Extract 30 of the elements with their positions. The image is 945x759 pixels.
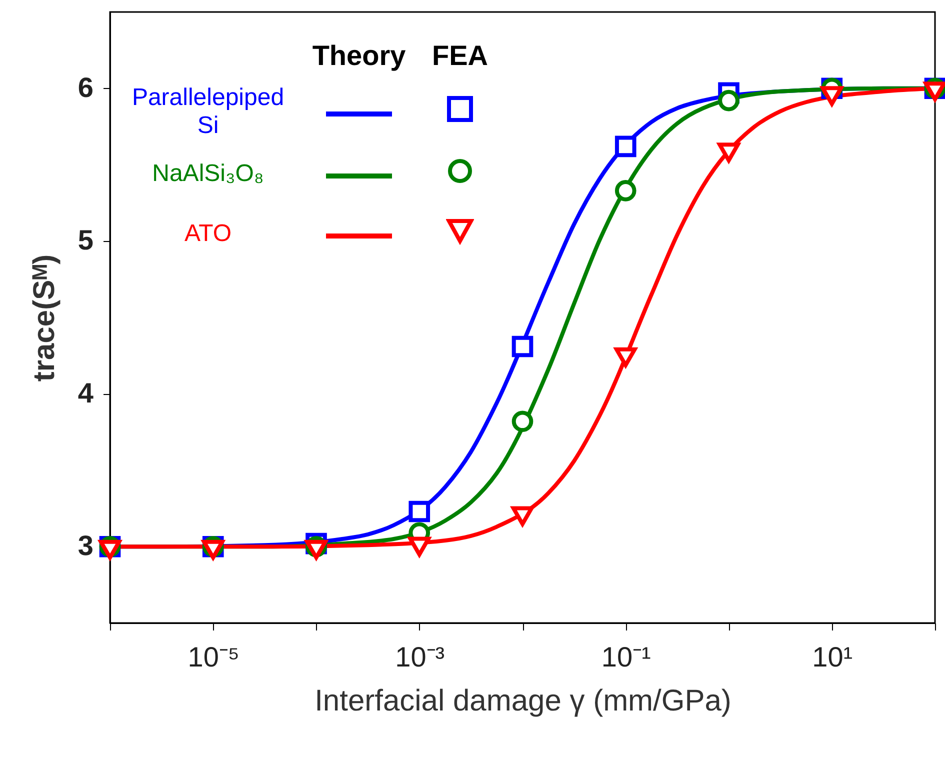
point [614, 347, 637, 368]
legend-label: Parallelepiped Si [130, 83, 286, 141]
x-tick-label: 10¹ [812, 642, 853, 672]
point [718, 142, 740, 162]
x-tick-label: 10⁻³ [395, 642, 445, 672]
text: NaAlSi₃O₈ [151, 159, 265, 189]
x-axis-title: Interfacial damage γ (mm/GPa) [314, 684, 732, 718]
point [614, 136, 636, 158]
x-tick-label: 10⁻⁵ [188, 642, 240, 672]
point [512, 410, 534, 432]
point [305, 540, 328, 560]
x-tick-label: 10⁻¹ [601, 642, 651, 672]
point [408, 500, 430, 522]
y-tick-label: 5 [78, 224, 94, 256]
annotation: Theory [311, 40, 407, 73]
annotation: FEA [431, 40, 489, 73]
point [98, 540, 122, 560]
y-tick-label: 4 [78, 377, 94, 408]
point [408, 536, 430, 556]
y-tick-label: 6 [78, 72, 94, 103]
y-tick-label: 3 [78, 530, 94, 562]
y-axis-title: trace(Sᴹ) [28, 254, 61, 382]
point [614, 180, 636, 202]
text: ATO [183, 219, 233, 249]
point [924, 82, 945, 102]
point [512, 336, 534, 358]
point [718, 90, 740, 112]
point [511, 506, 534, 526]
point [202, 540, 224, 560]
point [820, 86, 843, 106]
